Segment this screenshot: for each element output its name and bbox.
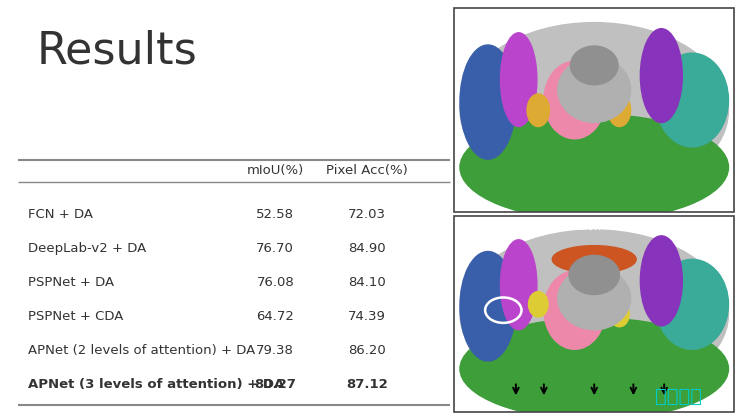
Text: PSPNet + DA: PSPNet + DA — [27, 276, 114, 289]
Ellipse shape — [528, 292, 548, 317]
Ellipse shape — [608, 94, 630, 126]
Ellipse shape — [460, 114, 728, 220]
Text: 74.39: 74.39 — [348, 310, 386, 323]
Text: APNet (2 levels of attention) + DA: APNet (2 levels of attention) + DA — [27, 344, 255, 357]
Text: Results: Results — [37, 29, 198, 72]
Text: 52.58: 52.58 — [256, 208, 295, 221]
Text: Automatic segmentation: Automatic segmentation — [462, 222, 601, 232]
Ellipse shape — [460, 22, 728, 198]
Text: 86.20: 86.20 — [348, 344, 386, 357]
Text: DeepLab-v2 + DA: DeepLab-v2 + DA — [27, 242, 146, 255]
Ellipse shape — [656, 53, 728, 147]
Text: 79.38: 79.38 — [256, 344, 295, 357]
Text: 72.03: 72.03 — [348, 208, 386, 221]
Text: mIoU(%): mIoU(%) — [246, 164, 304, 177]
Ellipse shape — [527, 94, 550, 126]
Ellipse shape — [640, 29, 682, 122]
Ellipse shape — [552, 245, 636, 273]
Ellipse shape — [500, 33, 537, 126]
Text: PSPNet + CDA: PSPNet + CDA — [27, 310, 123, 323]
Ellipse shape — [558, 57, 630, 122]
Ellipse shape — [610, 301, 629, 327]
Text: Pixel Acc(%): Pixel Acc(%) — [326, 164, 408, 177]
Ellipse shape — [640, 236, 682, 326]
Ellipse shape — [460, 252, 516, 361]
Ellipse shape — [460, 45, 516, 159]
Text: 谷普下载: 谷普下载 — [655, 387, 702, 406]
Ellipse shape — [569, 255, 619, 295]
Text: 64.72: 64.72 — [256, 310, 295, 323]
Text: 76.70: 76.70 — [256, 242, 295, 255]
Ellipse shape — [460, 230, 728, 398]
Ellipse shape — [544, 271, 605, 349]
Text: 76.08: 76.08 — [256, 276, 295, 289]
Text: APNet (3 levels of attention) + DA: APNet (3 levels of attention) + DA — [27, 378, 283, 391]
Ellipse shape — [544, 61, 605, 139]
Ellipse shape — [656, 259, 728, 349]
Ellipse shape — [558, 267, 630, 330]
Text: FCN + DA: FCN + DA — [27, 208, 92, 221]
Text: 87.12: 87.12 — [346, 378, 388, 391]
Ellipse shape — [500, 240, 537, 330]
Text: 84.10: 84.10 — [348, 276, 386, 289]
Ellipse shape — [571, 46, 618, 85]
Text: 84.90: 84.90 — [349, 242, 386, 255]
Text: Manual segmentation: Manual segmentation — [462, 15, 585, 25]
Text: 80.27: 80.27 — [255, 378, 296, 391]
Ellipse shape — [460, 318, 728, 416]
